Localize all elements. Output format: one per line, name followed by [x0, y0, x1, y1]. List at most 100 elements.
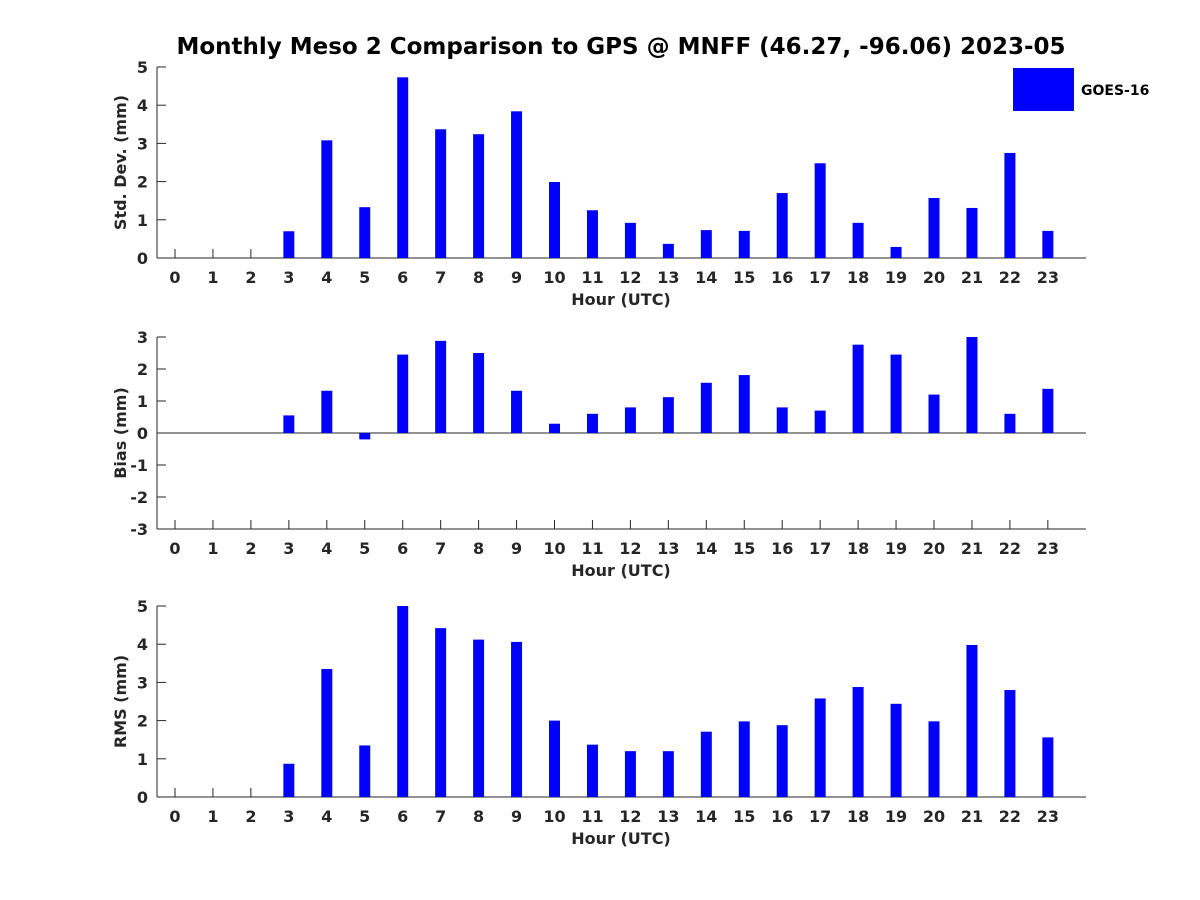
x-tick-label: 12 — [619, 807, 641, 826]
bar-hour-15 — [738, 375, 750, 433]
x-tick-label: 12 — [619, 539, 641, 558]
bar-hour-9 — [511, 111, 523, 258]
x-tick-label: 0 — [169, 807, 180, 826]
bar-hour-11 — [586, 744, 598, 797]
x-tick-label: 7 — [435, 807, 446, 826]
bar-hour-8 — [473, 639, 485, 797]
bar-hour-5 — [359, 745, 371, 797]
bar-hour-14 — [700, 230, 712, 258]
x-tick-label: 9 — [511, 268, 522, 287]
bar-hour-18 — [852, 222, 864, 258]
bar-hour-4 — [321, 140, 333, 258]
bar-hour-20 — [928, 198, 940, 258]
x-tick-label: 14 — [695, 807, 717, 826]
x-tick-label: 18 — [847, 268, 869, 287]
y-tick-label: 2 — [137, 360, 148, 379]
y-tick-label: 0 — [137, 788, 148, 807]
x-tick-label: 17 — [809, 268, 831, 287]
x-tick-label: 19 — [885, 268, 907, 287]
x-tick-label: 2 — [245, 268, 256, 287]
y-tick-label: -2 — [130, 488, 148, 507]
y-tick-label: -3 — [130, 520, 148, 539]
x-tick-label: 18 — [847, 807, 869, 826]
bar-hour-6 — [397, 77, 409, 259]
y-tick-label: 2 — [137, 712, 148, 731]
legend: GOES-16 — [1013, 68, 1149, 111]
y-tick-label: 1 — [137, 750, 148, 769]
x-tick-label: 14 — [695, 268, 717, 287]
bar-hour-15 — [738, 230, 750, 258]
x-tick-label: 23 — [1037, 268, 1059, 287]
bar-hour-8 — [473, 353, 485, 433]
bar-hour-5 — [359, 207, 371, 258]
bar-hour-20 — [928, 394, 940, 433]
bar-hour-6 — [397, 606, 409, 797]
x-axis-label: Hour (UTC) — [571, 290, 671, 309]
x-tick-label: 9 — [511, 807, 522, 826]
bar-hour-22 — [1004, 690, 1016, 797]
x-tick-label: 1 — [207, 807, 218, 826]
y-tick-label: 0 — [137, 424, 148, 443]
x-tick-label: 21 — [961, 539, 983, 558]
x-tick-label: 13 — [657, 807, 679, 826]
bar-hour-12 — [624, 751, 636, 797]
bar-hour-21 — [966, 207, 978, 258]
x-tick-label: 15 — [733, 539, 755, 558]
bar-hour-20 — [928, 721, 940, 797]
bar-hour-4 — [321, 669, 333, 797]
bar-hour-3 — [283, 231, 295, 258]
bar-hour-13 — [662, 751, 674, 797]
bar-hour-6 — [397, 354, 409, 433]
bar-hour-23 — [1042, 230, 1054, 258]
x-tick-label: 11 — [581, 807, 603, 826]
x-tick-label: 3 — [283, 807, 294, 826]
bar-hour-18 — [852, 344, 864, 433]
legend-label: GOES-16 — [1081, 83, 1149, 99]
bar-hour-13 — [662, 397, 674, 433]
y-tick-label: 3 — [137, 673, 148, 692]
x-tick-label: 20 — [923, 268, 945, 287]
x-tick-label: 6 — [397, 268, 408, 287]
x-tick-label: 11 — [581, 539, 603, 558]
bar-hour-14 — [700, 382, 712, 433]
x-tick-label: 13 — [657, 539, 679, 558]
y-tick-label: 2 — [137, 173, 148, 192]
bar-hour-10 — [549, 181, 560, 258]
x-tick-label: 0 — [169, 268, 180, 287]
y-tick-label: 1 — [137, 392, 148, 411]
x-tick-label: 13 — [657, 268, 679, 287]
x-tick-label: 8 — [473, 807, 484, 826]
x-tick-label: 4 — [321, 539, 332, 558]
bar-hour-15 — [738, 721, 750, 797]
bar-hour-7 — [435, 129, 447, 258]
bar-hour-10 — [549, 423, 560, 433]
bar-hour-16 — [776, 725, 788, 797]
bar-hour-17 — [814, 410, 826, 433]
bar-hour-7 — [435, 340, 447, 433]
x-tick-label: 17 — [809, 807, 831, 826]
x-tick-label: 14 — [695, 539, 717, 558]
x-tick-label: 7 — [435, 539, 446, 558]
bar-hour-9 — [511, 390, 523, 433]
x-tick-label: 15 — [733, 268, 755, 287]
x-tick-label: 19 — [885, 539, 907, 558]
x-tick-label: 22 — [999, 807, 1021, 826]
bar-hour-16 — [776, 193, 788, 258]
bar-hour-12 — [624, 407, 636, 433]
bar-hour-3 — [283, 763, 295, 797]
x-axis-label: Hour (UTC) — [571, 829, 671, 848]
x-tick-label: 10 — [543, 807, 565, 826]
bar-hour-23 — [1042, 388, 1054, 433]
x-tick-label: 6 — [397, 539, 408, 558]
bar-hour-7 — [435, 628, 447, 797]
bar-hour-14 — [700, 731, 712, 797]
y-axis-label: RMS (mm) — [111, 655, 130, 748]
bar-hour-10 — [549, 720, 560, 797]
y-axis-label: Std. Dev. (mm) — [111, 95, 130, 230]
x-tick-label: 16 — [771, 268, 793, 287]
x-tick-label: 4 — [321, 268, 332, 287]
bar-hour-23 — [1042, 737, 1054, 797]
